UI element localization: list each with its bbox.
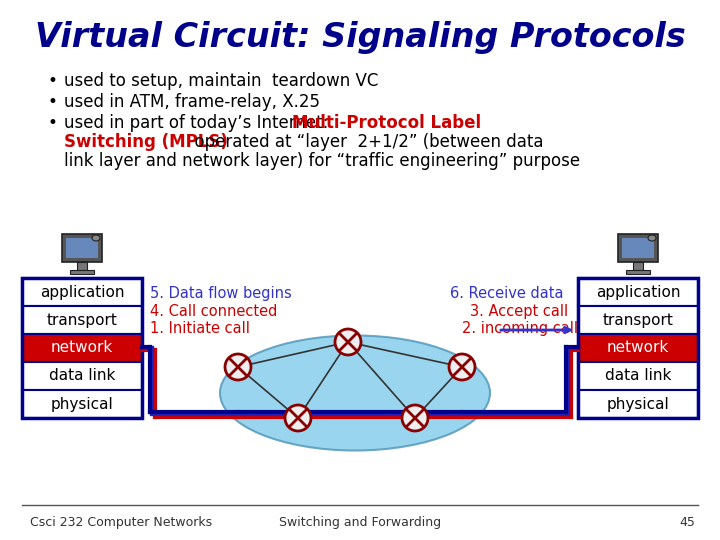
Text: data link: data link	[605, 368, 671, 383]
Bar	[578, 306, 698, 334]
Text: 3. Accept call: 3. Accept call	[470, 304, 568, 319]
Text: used in part of today’s Internet:: used in part of today’s Internet:	[64, 114, 333, 132]
Bar	[22, 306, 142, 334]
Text: 1. Initiate call: 1. Initiate call	[150, 321, 250, 336]
Bar	[618, 234, 658, 262]
Bar	[578, 278, 698, 418]
Text: •: •	[48, 72, 58, 90]
Bar	[578, 362, 698, 390]
Circle shape	[285, 405, 311, 431]
Bar	[77, 262, 87, 270]
Text: 4. Call connected: 4. Call connected	[150, 304, 277, 319]
Text: Csci 232 Computer Networks: Csci 232 Computer Networks	[30, 516, 212, 529]
Text: physical: physical	[607, 396, 670, 411]
Text: Virtual Circuit: Signaling Protocols: Virtual Circuit: Signaling Protocols	[35, 22, 685, 55]
Circle shape	[402, 405, 428, 431]
Text: •: •	[48, 93, 58, 111]
Text: Switching (MPLS): Switching (MPLS)	[64, 133, 228, 151]
Bar	[62, 234, 102, 262]
Bar	[22, 278, 142, 418]
Bar	[66, 238, 98, 258]
Text: physical: physical	[50, 396, 113, 411]
Bar	[578, 334, 698, 362]
Bar	[578, 390, 698, 418]
Text: 2. incoming call: 2. incoming call	[462, 321, 578, 336]
Text: used in ATM, frame-relay, X.25: used in ATM, frame-relay, X.25	[64, 93, 320, 111]
Text: •: •	[48, 114, 58, 132]
Text: transport: transport	[47, 313, 117, 327]
Bar	[22, 278, 142, 306]
Text: 5. Data flow begins: 5. Data flow begins	[150, 286, 292, 301]
Ellipse shape	[92, 235, 100, 241]
Bar	[70, 270, 94, 274]
Text: transport: transport	[603, 313, 673, 327]
Bar	[22, 390, 142, 418]
Ellipse shape	[648, 235, 656, 241]
Bar	[622, 238, 654, 258]
Text: 45: 45	[679, 516, 695, 529]
Text: Multi-Protocol Label: Multi-Protocol Label	[292, 114, 481, 132]
Text: link layer and network layer) for “traffic engineering” purpose: link layer and network layer) for “traff…	[64, 152, 580, 170]
Text: application: application	[40, 285, 125, 300]
Text: data link: data link	[49, 368, 115, 383]
Circle shape	[449, 354, 475, 380]
Circle shape	[335, 329, 361, 355]
Text: used to setup, maintain  teardown VC: used to setup, maintain teardown VC	[64, 72, 379, 90]
Ellipse shape	[220, 335, 490, 450]
Bar	[22, 334, 142, 362]
Bar	[22, 362, 142, 390]
Text: application: application	[595, 285, 680, 300]
Text: network: network	[607, 341, 669, 355]
Text: network: network	[51, 341, 113, 355]
Bar	[633, 262, 643, 270]
Bar	[578, 278, 698, 306]
Circle shape	[225, 354, 251, 380]
Text: Switching and Forwarding: Switching and Forwarding	[279, 516, 441, 529]
Text: 6. Receive data: 6. Receive data	[450, 286, 564, 301]
Bar	[626, 270, 650, 274]
Text: operated at “layer  2+1/2” (between data: operated at “layer 2+1/2” (between data	[184, 133, 544, 151]
